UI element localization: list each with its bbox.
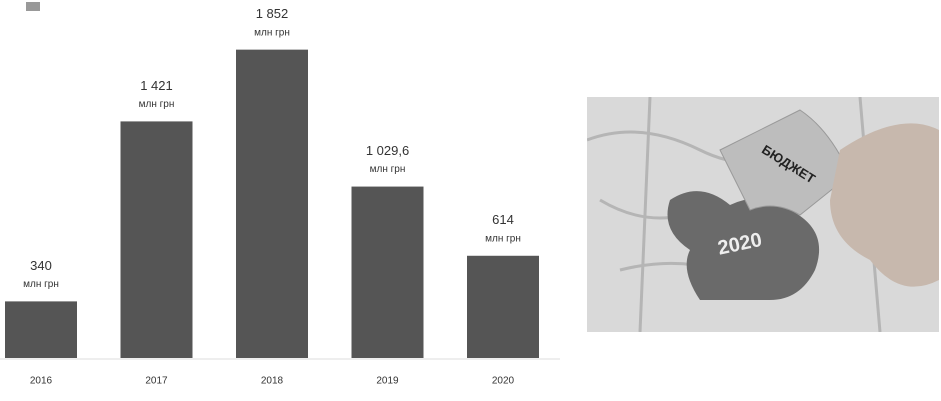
value-label: 614	[492, 212, 514, 227]
value-label: 1 852	[256, 6, 289, 21]
x-tick-label: 2019	[376, 376, 399, 387]
bar	[236, 49, 308, 358]
value-unit: млн грн	[139, 99, 175, 110]
x-tick-label: 2020	[492, 376, 515, 387]
value-unit: млн грн	[485, 233, 521, 244]
photo: БЮДЖЕТ 2020	[587, 97, 939, 332]
value-label: 1 029,6	[366, 143, 409, 158]
value-unit: млн грн	[254, 27, 290, 38]
x-tick-label: 2017	[145, 376, 168, 387]
bar	[351, 186, 424, 358]
legend-swatch	[26, 2, 40, 11]
value-unit: млн грн	[370, 164, 406, 175]
value-label: 1 421	[140, 78, 173, 93]
bar	[5, 301, 77, 358]
x-tick-label: 2018	[261, 376, 284, 387]
bar	[467, 255, 539, 358]
value-unit: млн грн	[23, 279, 59, 290]
bar	[120, 121, 193, 358]
value-label: 340	[30, 258, 52, 273]
x-tick-label: 2016	[30, 376, 53, 387]
